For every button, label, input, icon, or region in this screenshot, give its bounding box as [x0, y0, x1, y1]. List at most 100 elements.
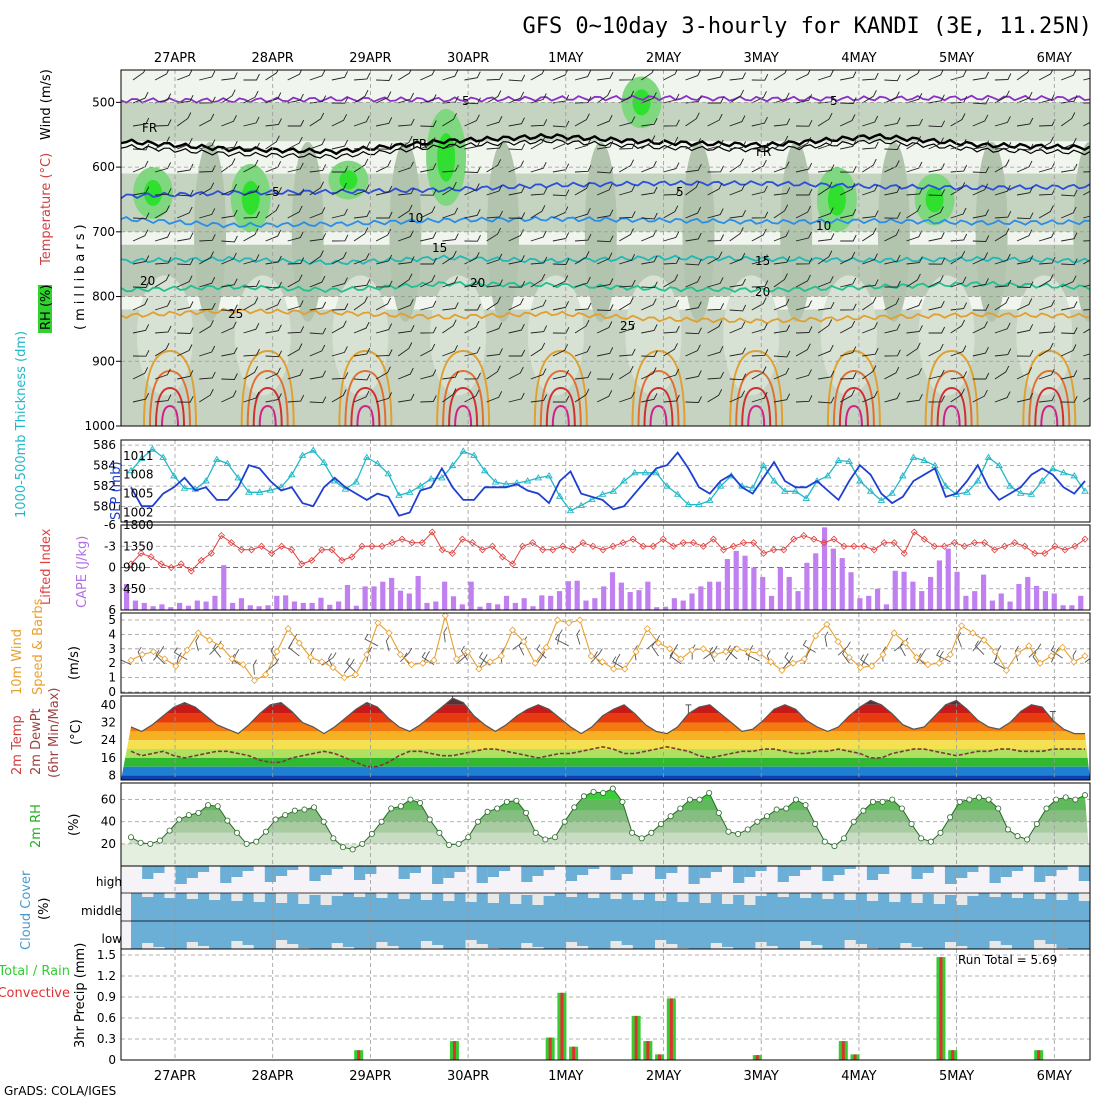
lifted-index-point [338, 556, 346, 564]
wind-barb [420, 206, 436, 219]
wind-barb [884, 143, 901, 150]
surface-isotherm-arch [838, 386, 869, 426]
wind-speed-point [149, 648, 158, 656]
isotherm-label: 5 [272, 185, 280, 199]
wind-barb [906, 342, 921, 357]
wind-barb [773, 393, 791, 403]
date-label-bottom: 27APR [154, 1069, 196, 1084]
thickness-point [813, 477, 821, 484]
wind-barb [552, 301, 570, 311]
wind-barb [840, 114, 856, 127]
wind-barb [331, 96, 349, 104]
wind-barb [464, 166, 481, 173]
rh-point [648, 829, 655, 836]
wind-speed-point [217, 642, 225, 650]
wind-barb [906, 92, 923, 104]
rh-point [166, 827, 173, 834]
isotherm-0-secondary [121, 138, 1090, 160]
wind-barb [243, 73, 260, 81]
date-label-bottom: 3MAY [744, 1069, 779, 1084]
wind-barb [1016, 70, 1030, 81]
high-cloud-bar [398, 866, 410, 879]
wind-barb [376, 142, 393, 150]
wind-speed-point [755, 649, 764, 657]
credit-text: GrADS: COLA/IGES [4, 1084, 116, 1098]
date-label-top: 27APR [154, 51, 196, 66]
wind-barb [597, 166, 614, 174]
wind-barb [884, 117, 901, 127]
wind-barb [464, 183, 480, 196]
cape-bar [362, 586, 368, 610]
wind-barb [574, 302, 592, 311]
rh-point [407, 796, 414, 803]
wind-barb [862, 115, 879, 127]
wind-barb [1061, 258, 1078, 266]
wind-barb [862, 296, 877, 311]
cape-bar [742, 555, 748, 610]
wind-barb [862, 72, 879, 81]
lifted-index-point [358, 542, 366, 550]
lifted-index-point [318, 546, 326, 554]
wind-barb [597, 347, 614, 357]
thickness-point [373, 459, 382, 467]
lifted-index-point [860, 542, 868, 550]
wind-barb [817, 70, 834, 81]
thickness-point [502, 480, 510, 487]
label-slp: SLP (mb) [109, 461, 124, 520]
thickness-point [159, 453, 167, 460]
cape-bar [124, 584, 130, 610]
lifted-index-point [298, 560, 306, 568]
wind-barb [154, 162, 172, 173]
wind-barb [817, 319, 833, 334]
middle-cloud-gap [1034, 893, 1046, 899]
rh-point [956, 798, 963, 805]
wind-barb [552, 275, 569, 288]
high-cloud-bar [186, 866, 198, 878]
lifted-index-point [810, 535, 818, 543]
wind-barb [928, 395, 946, 403]
lifted-index-point [649, 542, 657, 550]
wind-barb [309, 344, 326, 357]
wind-barb [773, 204, 789, 219]
wind-barb [707, 96, 725, 104]
y-tick-label: 580 [93, 500, 116, 514]
wind-barb [818, 233, 835, 242]
wind-barb [597, 304, 614, 311]
surface-isotherm-arch [448, 386, 479, 426]
lifted-index-point [468, 539, 476, 547]
wind-barb [773, 273, 788, 288]
rh-shade-column [137, 275, 193, 396]
surface-wind-barb [936, 649, 951, 663]
cape-bar [1033, 585, 1040, 610]
cape-bar [645, 581, 651, 610]
lifted-index-point [388, 539, 396, 547]
precip-convective-bar [951, 1050, 955, 1060]
y-tick-label: 40 [101, 698, 116, 712]
wind-barb [796, 188, 813, 196]
cape-bar [177, 602, 183, 610]
wind-barb [994, 159, 1010, 173]
rh-shade-band [121, 102, 1090, 142]
wind-barb [994, 228, 1010, 242]
wind-barb [862, 227, 877, 242]
wind-barb [994, 296, 1010, 311]
wind-barb [773, 135, 789, 150]
rh-point [349, 846, 356, 853]
lifted-index-point [930, 542, 938, 550]
low-cloud-gap [666, 944, 678, 949]
wind-barb [840, 303, 857, 311]
surface-isotherm-arch [442, 369, 485, 426]
wind-barb [199, 70, 216, 81]
lifted-index-point [740, 539, 748, 547]
wind-barb [619, 279, 636, 288]
cape-bar [989, 600, 996, 610]
precip-convective-bar [560, 992, 564, 1060]
wind-barb [906, 204, 921, 219]
rh-shade-column [918, 275, 975, 396]
wind-barb [508, 74, 526, 82]
wind-speed-point [408, 661, 416, 669]
rh-point [291, 807, 298, 814]
middle-cloud-gap [588, 893, 600, 898]
cape-bar [910, 581, 916, 610]
